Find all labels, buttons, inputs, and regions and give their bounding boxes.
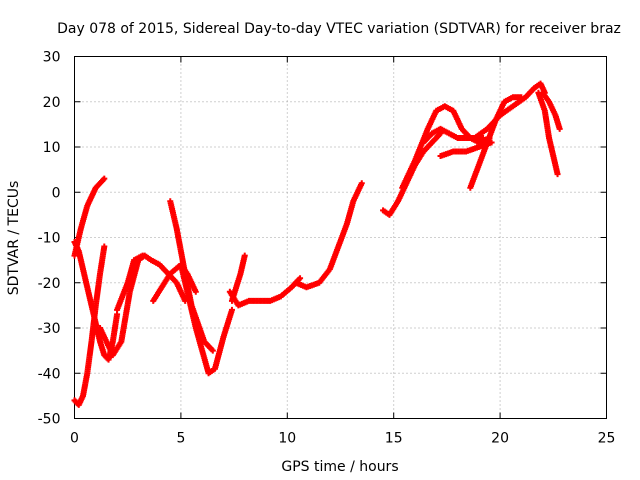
- y-tick-label: 0: [52, 185, 61, 201]
- data-point: [241, 252, 248, 259]
- data-point: [101, 243, 108, 250]
- data-series: [114, 252, 146, 313]
- y-tick-label: -50: [38, 412, 61, 428]
- y-tick-label: -10: [38, 231, 61, 247]
- data-point: [209, 347, 216, 354]
- x-tick-label: 5: [176, 431, 185, 447]
- data-point: [192, 288, 199, 295]
- data-series: [226, 275, 304, 309]
- x-axis-label: GPS time / hours: [281, 459, 398, 475]
- data-point: [358, 180, 365, 187]
- data-points: [71, 80, 563, 408]
- x-tick-label: 0: [70, 431, 79, 447]
- x-tick-label: 15: [385, 431, 403, 447]
- y-tick-label: 30: [43, 50, 61, 66]
- x-tick-label: 10: [278, 431, 296, 447]
- y-tick-label: 20: [43, 95, 61, 111]
- chart-title: Day 078 of 2015, Sidereal Day-to-day VTE…: [57, 21, 621, 37]
- x-tick-label: 25: [598, 431, 616, 447]
- data-series: [539, 89, 563, 132]
- data-series: [292, 180, 365, 291]
- data-point: [228, 306, 235, 313]
- data-series: [177, 261, 235, 377]
- x-tick-label: 20: [491, 431, 509, 447]
- data-series: [167, 198, 216, 354]
- data-series: [535, 89, 561, 178]
- data-point: [101, 175, 108, 182]
- y-axis-label: SDTVAR / TECUs: [6, 181, 22, 296]
- data-series: [71, 243, 108, 408]
- data-series: [71, 175, 108, 259]
- y-tick-label: -20: [38, 276, 61, 292]
- data-point: [297, 275, 304, 282]
- y-tick-label: -40: [38, 366, 61, 382]
- data-series: [380, 130, 444, 218]
- axis-ticks: 0 5 10 15 20 25 -50 -40 -30 -20 -10 0 10 20 30: [38, 50, 616, 447]
- data-series: [420, 125, 487, 146]
- data-point: [139, 252, 146, 259]
- data-series: [471, 80, 548, 141]
- data-point: [554, 171, 561, 178]
- data-point: [480, 134, 487, 141]
- y-tick-label: 10: [43, 140, 61, 156]
- data-point: [556, 125, 563, 132]
- y-tick-label: -30: [38, 321, 61, 337]
